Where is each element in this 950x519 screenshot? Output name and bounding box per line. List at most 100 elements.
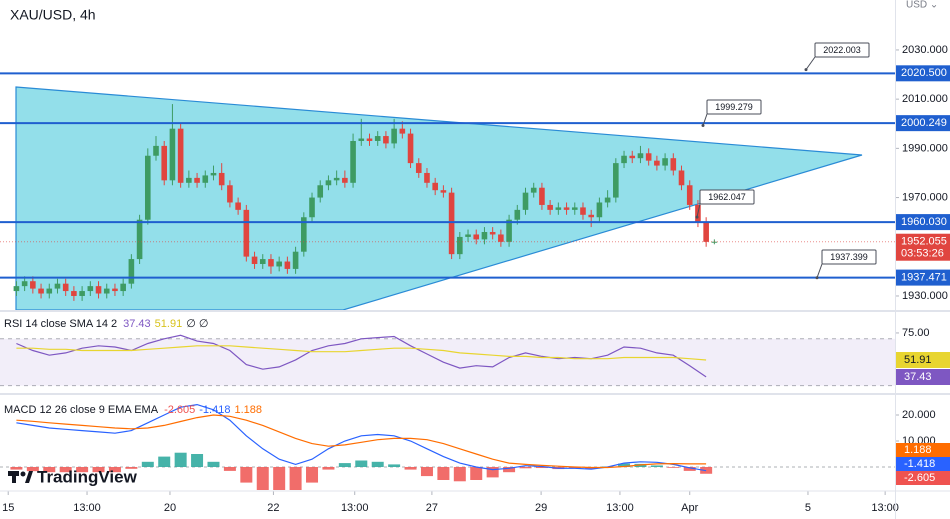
candle-body — [103, 288, 110, 294]
callout-label: 2022.003 — [823, 45, 861, 55]
callout-box — [814, 42, 870, 58]
histogram-bar — [207, 461, 220, 467]
histogram-bar — [683, 466, 696, 471]
histogram-bar — [26, 466, 39, 472]
y-tick-label: 1930.000 — [902, 290, 948, 302]
rsi-axis-label-bg — [896, 352, 950, 368]
y-tick-label: 2010.000 — [902, 93, 948, 105]
candle-body — [637, 153, 644, 159]
histogram-bar — [108, 466, 121, 473]
rsi-line — [16, 345, 707, 361]
callout-label: 1937.399 — [830, 252, 868, 262]
candle-body — [292, 251, 299, 269]
macd-axis-label-bg — [896, 443, 950, 457]
candle-body — [514, 209, 521, 220]
histogram-bar — [322, 466, 335, 470]
rsi-pane — [0, 334, 895, 387]
candle-body — [613, 163, 619, 198]
candle-body — [498, 234, 504, 242]
currency[interactable]: USD ⌄ — [906, 0, 938, 11]
triangle-pattern — [15, 86, 863, 310]
candle-body — [276, 261, 282, 267]
callout-box — [699, 189, 755, 205]
histogram-bar — [568, 466, 581, 469]
candle-body — [440, 190, 447, 193]
candle-body — [530, 187, 537, 193]
histogram-bar — [535, 466, 548, 469]
histogram-bar — [223, 466, 236, 471]
candle-body — [177, 128, 184, 183]
level-label-bg — [896, 214, 950, 231]
x-tick-label: 13:00 — [341, 502, 369, 514]
candle-body — [407, 133, 414, 164]
callout-anchor — [695, 215, 699, 219]
callout-leader — [816, 263, 823, 278]
rsi-axis-label: 37.43 — [904, 371, 932, 383]
candle-body — [13, 286, 20, 292]
candle-body — [128, 259, 135, 284]
candle-body — [366, 138, 373, 141]
x-tick-label: 13:00 — [871, 502, 899, 514]
candle-body — [399, 128, 406, 134]
candle-body — [670, 158, 677, 171]
histogram-bar — [420, 466, 433, 477]
candle-body — [243, 209, 250, 257]
candle-body — [194, 177, 200, 183]
rsi-axis-label-bg — [896, 369, 950, 385]
candle-body — [588, 214, 594, 218]
level-label-bg — [896, 115, 950, 132]
histogram-bar — [667, 466, 680, 468]
candle-body — [645, 153, 652, 161]
candle-body — [227, 185, 233, 203]
y-tick-label: 1970.000 — [902, 191, 948, 203]
histogram-bar — [618, 463, 631, 467]
histogram-bar — [256, 466, 269, 490]
symbol-title: XAU/USD, 4h — [10, 7, 96, 23]
level-label: 2000.249 — [901, 117, 947, 129]
candle-body — [465, 234, 471, 237]
candle-body — [112, 288, 118, 292]
candle-body — [325, 180, 332, 186]
candle-body — [120, 283, 126, 292]
candle-body — [506, 219, 512, 242]
candle-body — [268, 259, 274, 267]
candle-body — [686, 185, 693, 205]
x-tick-label: 15 — [2, 502, 14, 514]
candle-body — [54, 283, 61, 289]
candle-body — [662, 158, 668, 166]
histogram-bar — [174, 452, 187, 467]
rsi-value: 37.43 — [123, 318, 151, 330]
macd-pane — [0, 403, 895, 490]
candle-body — [169, 128, 176, 181]
level-label: 2020.500 — [901, 67, 947, 79]
histogram-bar — [453, 466, 466, 482]
candle-body — [136, 219, 143, 260]
candle-body — [161, 145, 168, 181]
histogram-bar — [76, 466, 89, 473]
callout-leader — [702, 113, 708, 126]
candle-body — [259, 259, 266, 264]
candle-body — [358, 138, 365, 141]
histogram-bar — [273, 466, 286, 490]
histogram-bar — [404, 466, 417, 470]
candle-body — [87, 286, 94, 292]
histogram-bar — [92, 466, 105, 473]
brand: TradingView — [37, 467, 138, 486]
macd-title: MACD 12 26 close 9 EMA EMA — [4, 404, 159, 416]
histogram-bar — [59, 466, 72, 473]
rsi-band — [0, 338, 895, 386]
candle-body — [580, 207, 586, 215]
histogram-bar — [141, 461, 154, 467]
candle-body — [284, 261, 291, 269]
candle-body — [391, 128, 397, 144]
histogram-bar — [371, 461, 384, 467]
candle-body — [153, 145, 159, 156]
histogram-bar — [289, 466, 302, 490]
histogram-bar — [503, 466, 516, 473]
candle-body — [202, 175, 209, 183]
candle-body — [604, 197, 611, 203]
y-tick-label: 2030.000 — [902, 44, 948, 56]
histogram-bar — [125, 466, 138, 469]
candle-body — [621, 155, 627, 164]
